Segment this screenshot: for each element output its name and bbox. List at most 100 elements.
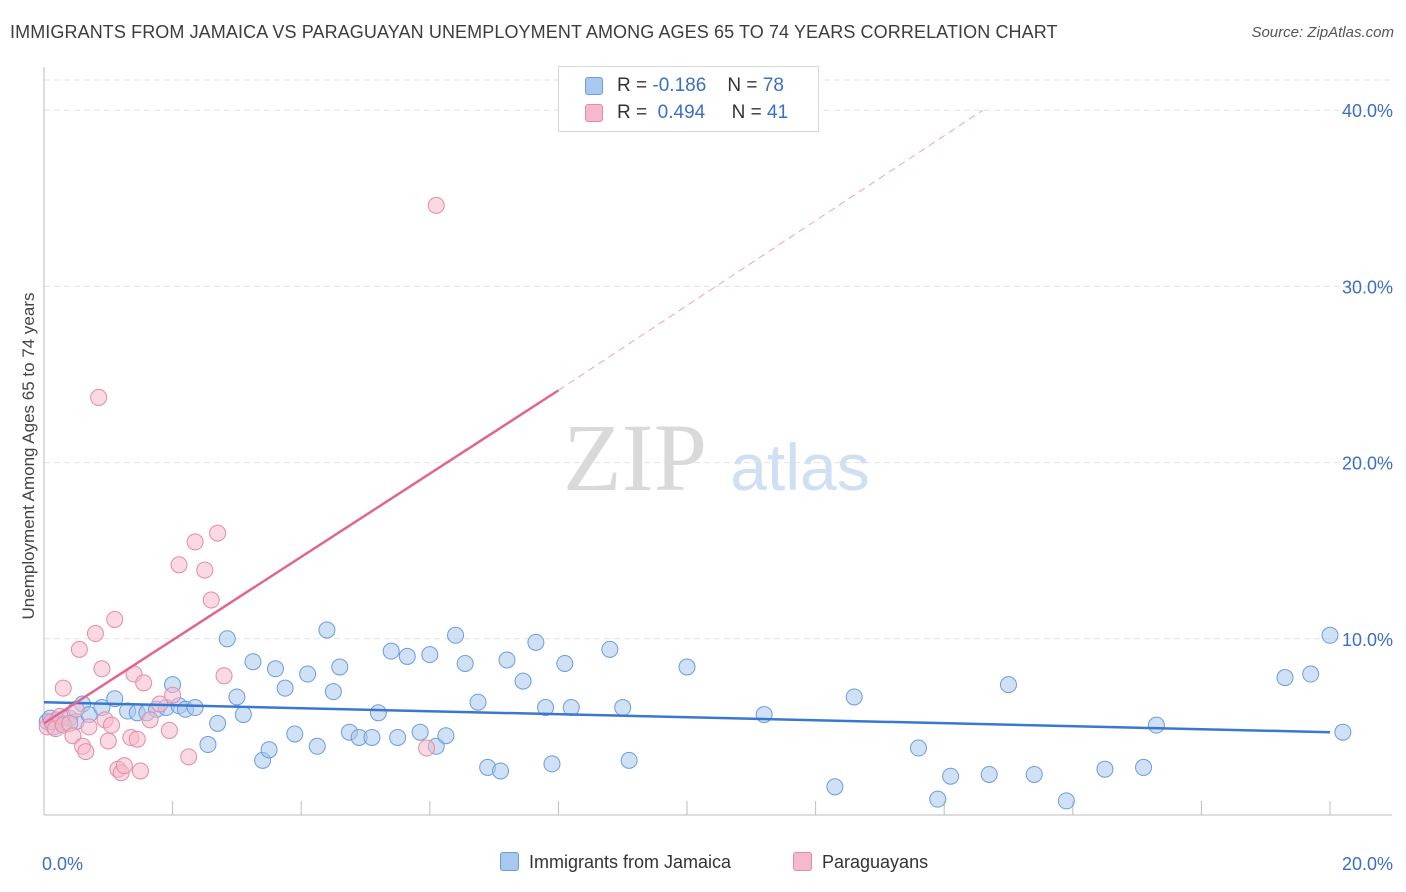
data-point — [141, 711, 159, 729]
data-point — [209, 524, 227, 542]
legend-swatch-jamaica — [585, 77, 603, 95]
watermark-zip: ZIP — [563, 404, 707, 511]
data-point — [131, 762, 149, 780]
data-point — [86, 625, 104, 643]
data-point — [456, 654, 474, 672]
data-point — [421, 646, 439, 664]
correlation-legend: R = -0.186 N = 78 R = 0.494 N = 41 — [558, 66, 819, 132]
data-point — [514, 672, 532, 690]
data-point — [215, 667, 233, 685]
r-value-paraguayans: 0.494 — [657, 102, 706, 123]
data-point — [115, 757, 133, 775]
data-point — [54, 679, 72, 697]
data-point — [135, 674, 153, 692]
data-point — [64, 727, 82, 745]
data-point — [209, 714, 227, 732]
series-paraguayans-points — [38, 196, 445, 782]
data-point — [427, 196, 445, 214]
data-point — [1025, 765, 1043, 783]
data-point — [498, 651, 516, 669]
data-point — [942, 767, 960, 785]
data-point — [980, 765, 998, 783]
legend-label-jamaica: Immigrants from Jamaica — [529, 852, 732, 872]
data-point — [562, 699, 580, 717]
axes — [43, 67, 1392, 816]
trend-lines — [43, 109, 1331, 734]
data-point — [543, 755, 561, 773]
data-point — [1302, 665, 1320, 683]
data-point — [90, 388, 108, 406]
data-point — [1147, 716, 1165, 734]
data-point — [93, 660, 111, 678]
data-point — [398, 647, 416, 665]
data-point — [1135, 758, 1153, 776]
data-point — [418, 739, 436, 757]
data-point — [389, 728, 407, 746]
data-point — [601, 640, 619, 658]
data-point — [1321, 626, 1339, 644]
chart-source: Source: ZipAtlas.com — [1251, 24, 1394, 41]
data-point — [620, 751, 638, 769]
data-point — [286, 725, 304, 743]
data-point — [160, 721, 178, 739]
data-point — [218, 630, 236, 648]
data-point — [234, 706, 252, 724]
data-point — [363, 728, 381, 746]
data-point — [318, 621, 336, 639]
data-point — [70, 640, 88, 658]
data-point — [492, 762, 510, 780]
data-point — [186, 699, 204, 717]
trend-line-jamaica — [43, 700, 1331, 734]
data-point — [527, 633, 545, 651]
data-point — [228, 688, 246, 706]
data-point — [437, 727, 455, 745]
data-point — [103, 716, 121, 734]
data-point — [1096, 760, 1114, 778]
data-point — [929, 790, 947, 808]
legend-swatch-jamaica — [500, 852, 519, 871]
r-value-jamaica: -0.186 — [652, 75, 707, 96]
data-point — [537, 699, 555, 717]
data-point — [202, 591, 220, 609]
n-value-paraguayans: 41 — [767, 102, 789, 123]
chart-title: IMMIGRANTS FROM JAMAICA VS PARAGUAYAN UN… — [10, 22, 1058, 42]
n-label: N = — [731, 102, 762, 123]
data-point — [845, 688, 863, 706]
grid-lines — [44, 79, 1392, 640]
tick-labels: 10.0% 20.0% 30.0% 40.0% 0.0% 20.0% — [42, 101, 1393, 874]
legend-swatch-paraguayans — [793, 852, 812, 871]
data-point — [1334, 723, 1352, 741]
data-point — [77, 743, 95, 761]
r-label: R = — [617, 75, 648, 96]
x-tick-label: 0.0% — [42, 854, 83, 874]
data-point — [260, 741, 278, 759]
data-point — [199, 736, 217, 754]
watermark-atlas: atlas — [730, 430, 869, 504]
n-value-jamaica: 78 — [762, 75, 784, 96]
y-tick-label: 30.0% — [1342, 277, 1393, 297]
legend-swatch-paraguayans — [585, 104, 603, 122]
trend-line-paraguayans — [43, 389, 560, 725]
data-point — [909, 739, 927, 757]
data-point — [276, 679, 294, 697]
data-point — [164, 686, 182, 704]
data-point — [324, 683, 342, 701]
bottom-legend-paraguayans: Paraguayans — [793, 852, 928, 873]
data-point — [186, 533, 204, 551]
data-point — [128, 730, 146, 748]
series-jamaica-points — [38, 621, 1352, 810]
data-point — [1057, 792, 1075, 810]
data-point — [826, 778, 844, 796]
data-point — [382, 642, 400, 660]
x-tick-label: 20.0% — [1342, 854, 1393, 874]
data-point — [469, 693, 487, 711]
n-label: N = — [727, 75, 758, 96]
r-label: R = — [617, 102, 648, 123]
data-point — [99, 732, 117, 750]
data-point — [411, 723, 429, 741]
watermark: ZIP atlas — [563, 404, 870, 511]
legend-stats-jamaica: R = -0.186 N = 78 — [617, 75, 784, 97]
data-point — [196, 561, 214, 579]
data-point — [170, 556, 188, 574]
